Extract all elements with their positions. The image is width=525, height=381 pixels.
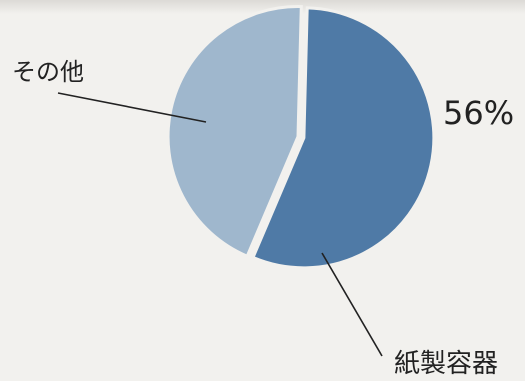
label-other: その他 [12,58,84,86]
label-paper-containers: 紙製容器 [394,349,498,379]
value-label-paper-containers: 56% [443,94,514,132]
scan-top-band [0,0,525,14]
leader-line-other [57,92,207,123]
pie-slice-paper-containers [251,6,436,270]
leader-line-paper-containers [321,252,383,357]
pie-slice-other [166,5,303,259]
